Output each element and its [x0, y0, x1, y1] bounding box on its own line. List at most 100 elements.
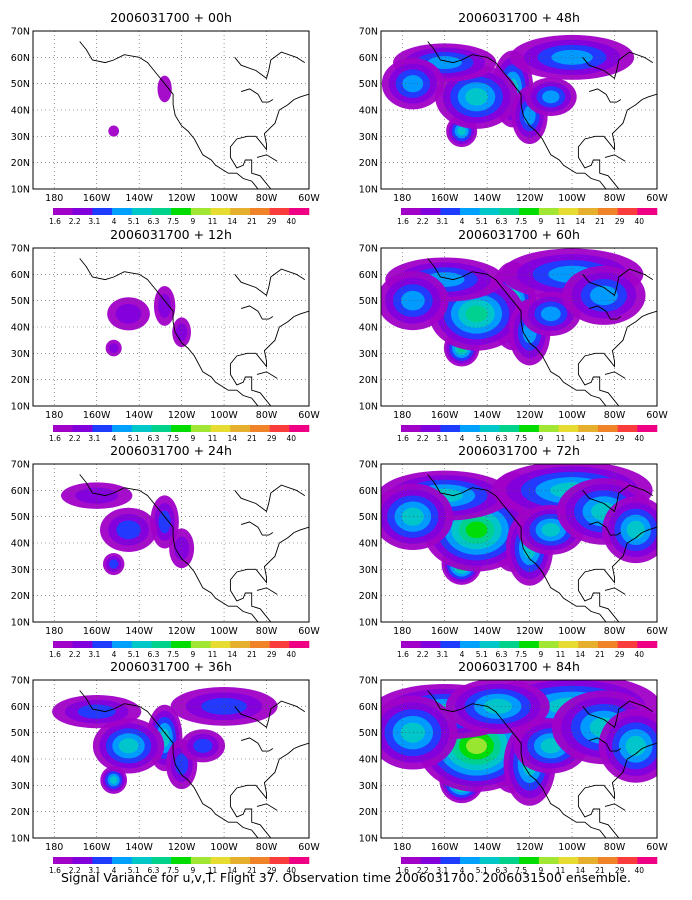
colorbar-swatch [112, 641, 133, 648]
colorbar-swatch [578, 208, 599, 215]
colorbar-label: 29 [615, 434, 625, 443]
lon-tick-label: 80W [256, 410, 278, 421]
colorbar-swatch [519, 425, 540, 432]
panel-title: 2006031700 + 48h [458, 10, 580, 25]
lat-tick-label: 40N [359, 755, 378, 766]
variance-contour [118, 738, 139, 754]
variance-contour [400, 722, 426, 743]
colorbar-label: 4 [112, 866, 117, 875]
colorbar-label: 9 [190, 866, 195, 875]
colorbar-swatch [249, 641, 270, 648]
colorbar-swatch [499, 641, 520, 648]
panel-title: 2006031700 + 12h [110, 227, 232, 242]
lat-tick-label: 50N [359, 512, 378, 523]
colorbar-swatch [558, 857, 579, 864]
lon-tick-label: 140W [125, 410, 153, 421]
lat-tick-label: 30N [359, 132, 378, 143]
colorbar-label: 6.3 [495, 434, 507, 443]
colorbar-label: 11 [208, 434, 218, 443]
colorbar-swatch [479, 641, 500, 648]
lon-tick-label: 120W [168, 410, 196, 421]
colorbar-label: 7.5 [515, 650, 527, 659]
colorbar-label: 21 [595, 434, 605, 443]
colorbar-swatch [479, 425, 500, 432]
lat-tick-label: 20N [359, 807, 378, 818]
variance-contour [400, 290, 425, 311]
colorbar-swatch [131, 208, 152, 215]
colorbar-label: 7.5 [515, 217, 527, 226]
colorbar-label: 14 [575, 434, 585, 443]
colorbar-label: 9 [538, 866, 543, 875]
lat-tick-label: 40N [359, 539, 378, 550]
variance-shading [108, 75, 172, 137]
colorbar-label: 14 [227, 217, 237, 226]
colorbar-label: 21 [247, 866, 257, 875]
lat-tick-label: 50N [359, 79, 378, 90]
lon-tick-label: 80W [604, 842, 626, 853]
colorbar-swatch [637, 208, 658, 215]
colorbar-swatch [92, 208, 113, 215]
lon-tick-label: 80W [604, 410, 626, 421]
colorbar-label: 1.6 [397, 217, 409, 226]
colorbar-label: 11 [208, 866, 218, 875]
colorbar-label: 3.1 [436, 650, 448, 659]
colorbar-label: 2.2 [69, 650, 81, 659]
colorbar-swatch [440, 857, 461, 864]
colorbar-swatch [210, 857, 231, 864]
colorbar-swatch [72, 857, 93, 864]
lat-tick-label: 70N [11, 460, 30, 471]
graticule [33, 248, 309, 406]
colorbar-swatch [538, 857, 559, 864]
lat-tick-label: 30N [359, 565, 378, 576]
lat-tick-label: 10N [11, 834, 30, 845]
lat-tick-label: 40N [11, 106, 30, 117]
colorbar-label: 11 [556, 434, 566, 443]
colorbar-label: 7.5 [167, 866, 179, 875]
colorbar-swatch [190, 425, 211, 432]
colorbar-label: 29 [615, 866, 625, 875]
colorbar-label: 7.5 [515, 866, 527, 875]
map-panel: 2006031700 + 60h 10N 20N 30N 40N 50N 60N 70N 180… [359, 227, 669, 443]
panel-title: 2006031700 + 84h [458, 659, 580, 674]
colorbar-swatch [499, 857, 520, 864]
colorbar-swatch [249, 208, 270, 215]
colorbar-swatch [72, 425, 93, 432]
colorbar-swatch [617, 641, 638, 648]
colorbar-label: 40 [635, 217, 645, 226]
lon-tick-label: 80W [604, 626, 626, 637]
colorbar-label: 40 [635, 650, 645, 659]
colorbar-label: 7.5 [515, 434, 527, 443]
colorbar-swatch [112, 425, 133, 432]
lon-tick-label: 160W [431, 626, 459, 637]
variance-shading [381, 34, 635, 148]
colorbar-swatch [637, 857, 658, 864]
lon-tick-label: 140W [125, 626, 153, 637]
lon-tick-label: 160W [431, 842, 459, 853]
colorbar-swatch [171, 425, 192, 432]
lon-tick-label: 100W [558, 193, 586, 204]
colorbar-label: 2.2 [69, 434, 81, 443]
colorbar-label: 1.6 [49, 434, 61, 443]
map-frame [380, 463, 658, 623]
lon-tick-label: 160W [83, 193, 111, 204]
colorbar-label: 14 [227, 434, 237, 443]
colorbar-label: 4 [112, 650, 117, 659]
panel-title: 2006031700 + 60h [458, 227, 580, 242]
lon-tick-label: 120W [516, 842, 544, 853]
lat-tick-label: 30N [11, 781, 30, 792]
lat-tick-label: 60N [359, 486, 378, 497]
colorbar-swatch [112, 857, 133, 864]
coastline [427, 474, 657, 622]
lon-tick-label: 100W [558, 410, 586, 421]
colorbar-swatch [538, 425, 559, 432]
lon-tick-label: 180 [45, 410, 63, 421]
lon-tick-label: 180 [45, 626, 63, 637]
variance-contour [466, 737, 488, 754]
colorbar-label: 4 [112, 217, 117, 226]
colorbar-swatch [420, 425, 441, 432]
colorbar-label: 14 [575, 650, 585, 659]
colorbar-label: 4 [460, 866, 465, 875]
colorbar-label: 14 [227, 650, 237, 659]
colorbar-label: 5.1 [476, 866, 488, 875]
lat-tick-label: 30N [11, 132, 30, 143]
